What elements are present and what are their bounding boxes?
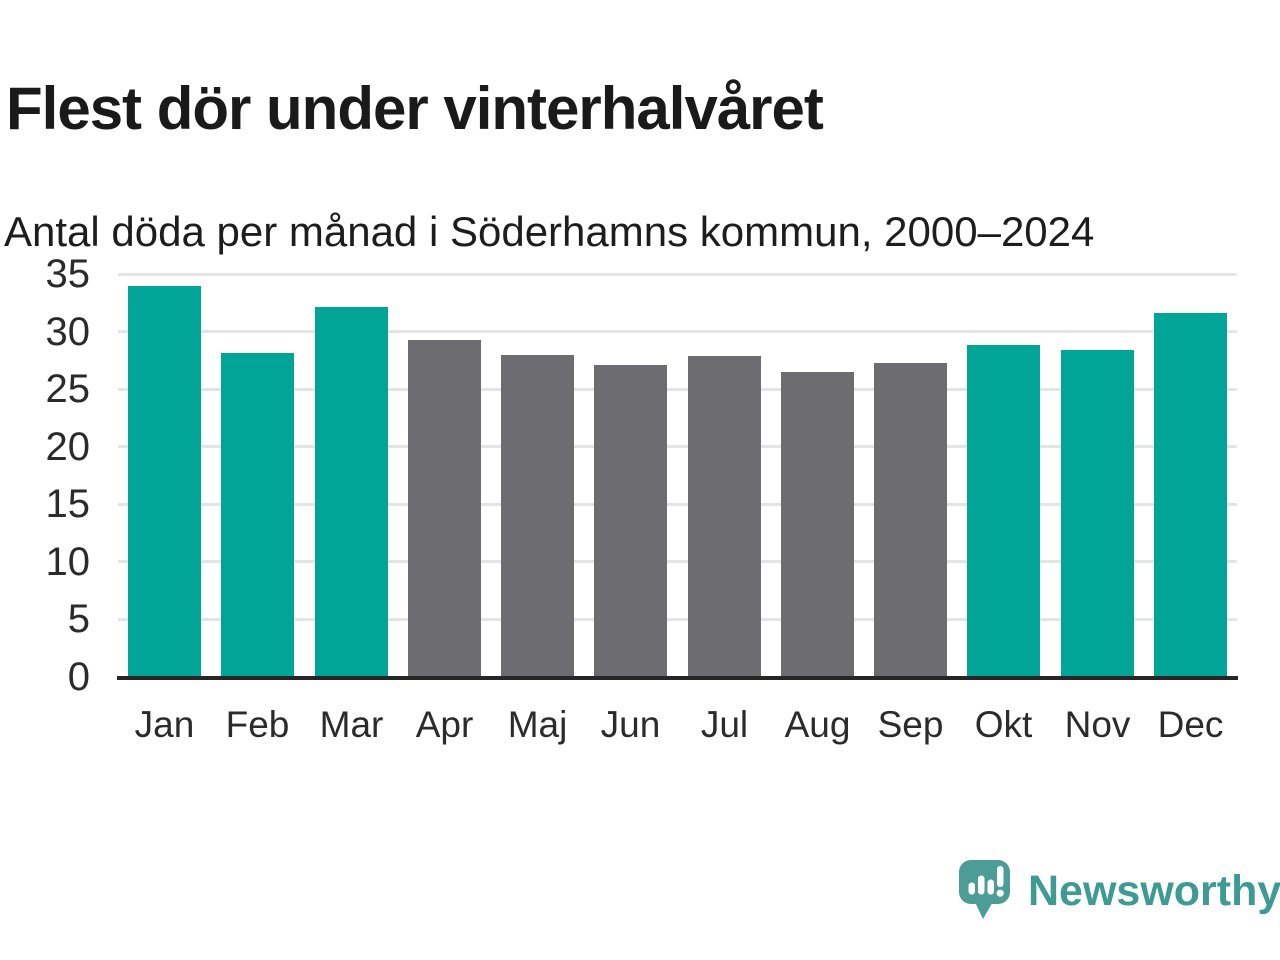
y-tick-label-5: 5 <box>67 597 90 641</box>
y-tick-label-20: 20 <box>45 425 91 469</box>
bar-nov <box>1061 350 1134 677</box>
gridline-35 <box>118 273 1237 276</box>
x-axis-line <box>117 676 1238 680</box>
gridline-30 <box>118 330 1237 333</box>
bar-aug <box>781 372 854 677</box>
bar-sep <box>874 363 947 677</box>
x-tick-label-okt: Okt <box>974 704 1033 745</box>
x-tick-label-sep: Sep <box>877 704 944 745</box>
bar-dec <box>1154 313 1227 677</box>
x-tick-label-jun: Jun <box>600 704 661 745</box>
x-tick-label-apr: Apr <box>415 704 474 745</box>
x-tick-label-nov: Nov <box>1064 704 1131 745</box>
chart-title: Flest dör under vinterhalvåret <box>6 75 824 143</box>
bar-mar <box>315 307 388 677</box>
logo-exclamation-glyph <box>996 866 1004 897</box>
bar-maj <box>501 355 574 677</box>
x-tick-label-jan: Jan <box>134 704 195 745</box>
x-tick-label-jul: Jul <box>700 704 749 745</box>
chart-subtitle: Antal döda per månad i Söderhamns kommun… <box>4 208 1095 255</box>
gridline-10 <box>118 560 1237 563</box>
gridline-5 <box>118 618 1237 621</box>
bar-jun <box>594 365 667 677</box>
x-tick-label-dec: Dec <box>1157 704 1224 745</box>
y-tick-label-25: 25 <box>45 367 91 411</box>
brand-footer: Newsworthy <box>958 858 1280 924</box>
y-tick-label-15: 15 <box>45 482 91 526</box>
y-tick-label-30: 30 <box>45 310 91 354</box>
gridline-20 <box>118 445 1237 448</box>
bar-jan <box>128 286 201 677</box>
logo-bar-chart-glyph <box>968 875 994 895</box>
bar-jul <box>688 356 761 677</box>
x-tick-label-aug: Aug <box>784 704 851 745</box>
x-tick-label-maj: Maj <box>507 704 568 745</box>
bar-okt <box>967 345 1040 677</box>
y-tick-label-35: 35 <box>45 252 91 296</box>
y-tick-label-0: 0 <box>67 655 90 699</box>
y-tick-label-10: 10 <box>45 540 91 584</box>
brand-name: Newsworthy <box>1028 866 1280 915</box>
bar-feb <box>221 353 294 677</box>
gridline-15 <box>118 503 1237 506</box>
x-tick-label-feb: Feb <box>225 704 290 745</box>
gridline-25 <box>118 388 1237 391</box>
bar-apr <box>408 340 481 677</box>
newsworthy-logo-icon <box>959 860 1010 919</box>
x-tick-label-mar: Mar <box>319 704 384 745</box>
